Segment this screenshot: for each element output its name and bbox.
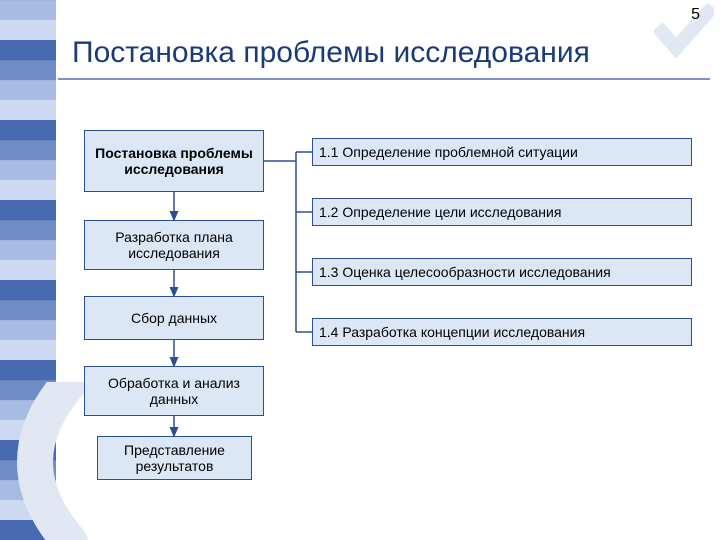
detail-box: 1.1 Определение проблемной ситуации xyxy=(312,138,692,166)
title-underline xyxy=(58,78,710,80)
stage-box: Разработка плана исследования xyxy=(84,220,264,270)
detail-box: 1.4 Разработка концепции исследования xyxy=(312,318,692,346)
detail-box: 1.3 Оценка целесообразности исследования xyxy=(312,258,692,286)
page-title: Постановка проблемы исследования xyxy=(0,36,712,70)
stage-box: Сбор данных xyxy=(84,296,264,340)
slide: 5 Постановка проблемы исследования Поста… xyxy=(0,0,720,540)
stage-box: Обработка и анализ данных xyxy=(84,366,264,416)
detail-box: 1.2 Определение цели исследования xyxy=(312,198,692,226)
stage-box: Представление результатов xyxy=(97,436,252,480)
page-number: 5 xyxy=(691,6,700,24)
stage-box: Постановка проблемы исследования xyxy=(84,130,264,192)
